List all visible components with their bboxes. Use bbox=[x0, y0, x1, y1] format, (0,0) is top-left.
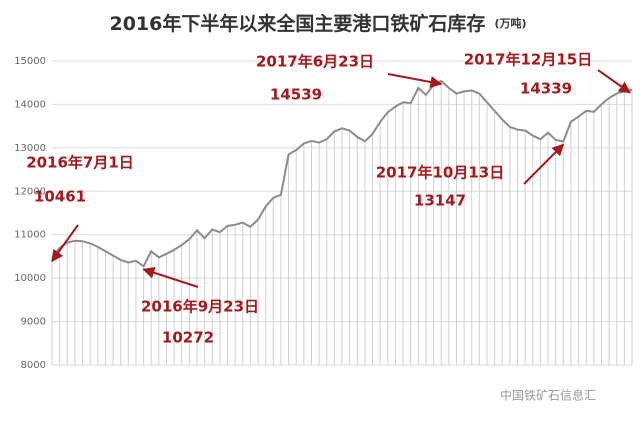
annotation-arrow bbox=[523, 143, 565, 185]
annotation-value: 14539 bbox=[270, 86, 322, 104]
annotation-arrow bbox=[597, 69, 631, 94]
annotation-date: 2017年6月23日 bbox=[256, 53, 374, 71]
y-tick-label: 9000 bbox=[21, 317, 46, 328]
title: 2016年下半年以来全国主要港口铁矿石库存 bbox=[109, 12, 485, 35]
annotation-arrow bbox=[51, 224, 79, 263]
annotation-value: 13147 bbox=[414, 192, 466, 210]
y-tick-label: 12000 bbox=[14, 186, 46, 197]
annotation-date: 2017年12月15日 bbox=[464, 51, 593, 69]
annotation-value: 10272 bbox=[162, 329, 214, 347]
annotation-arrow bbox=[142, 266, 199, 288]
subtitle: (万吨) bbox=[494, 16, 526, 30]
annotation-date: 2016年7月1日 bbox=[26, 154, 134, 172]
y-tick-label: 11000 bbox=[14, 230, 46, 241]
y-tick-label: 14000 bbox=[14, 99, 46, 110]
y-tick-label: 13000 bbox=[14, 143, 46, 154]
annotation-value: 10461 bbox=[34, 188, 86, 206]
annotation-value: 14339 bbox=[520, 80, 572, 98]
y-tick-label: 8000 bbox=[21, 360, 46, 371]
annotation-date: 2016年9月23日 bbox=[141, 298, 259, 316]
y-tick-label: 10000 bbox=[14, 273, 46, 284]
annotation-date: 2017年10月13日 bbox=[376, 164, 505, 182]
data-line bbox=[51, 79, 633, 268]
chart-title: 2016年下半年以来全国主要港口铁矿石库存 (万吨) bbox=[109, 12, 526, 35]
y-tick-label: 15000 bbox=[14, 56, 46, 67]
watermark: 中国铁矿石信息汇 bbox=[500, 388, 596, 403]
annotation-arrow bbox=[387, 73, 443, 88]
